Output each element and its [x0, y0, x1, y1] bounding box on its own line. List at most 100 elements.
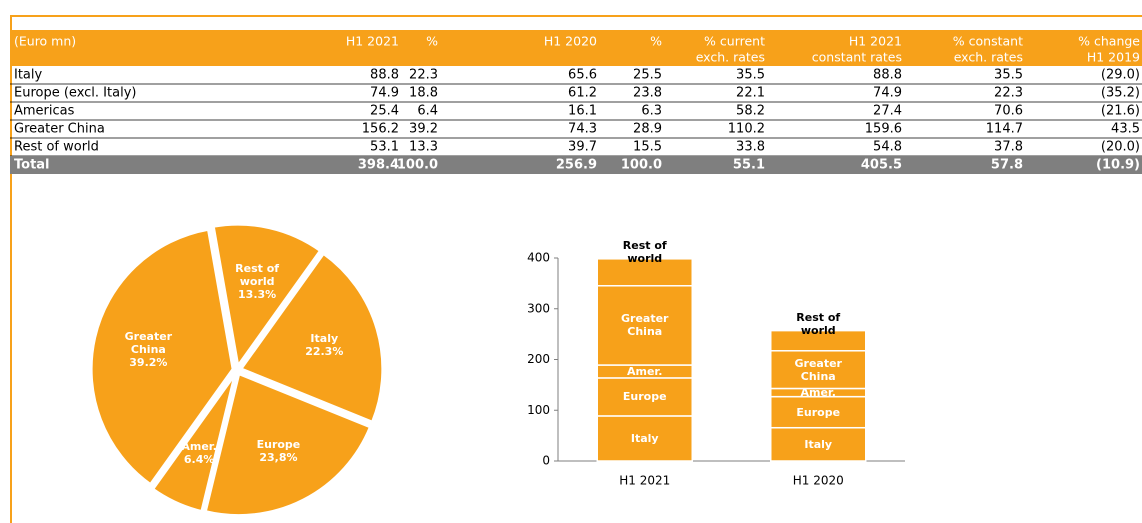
y-tick-label: 0: [542, 454, 550, 468]
table-cell: 88.8: [370, 68, 399, 83]
segment-label: Rest of world: [605, 237, 685, 267]
table-cell: 156.2: [362, 122, 399, 137]
header-cell: H1 2021: [346, 34, 399, 49]
pie-label-text: Greater China: [124, 330, 173, 357]
table-cell: Americas: [14, 104, 75, 119]
segment-label-text: Italy: [630, 431, 659, 445]
table-cell: Italy: [14, 68, 43, 83]
pie-label-text: 13.3%: [238, 287, 277, 301]
segment-label-text: Europe: [622, 390, 667, 404]
total-cell: 100.0: [621, 158, 662, 173]
table-cell: Greater China: [14, 122, 105, 137]
pie-label-text: 6.4%: [183, 452, 215, 466]
table-cell: 39.2: [409, 122, 438, 137]
segment-label-text: Italy: [804, 437, 833, 451]
table-cell: 74.3: [568, 122, 597, 137]
total-cell: 57.8: [991, 158, 1023, 173]
y-tick-label: 400: [527, 251, 550, 265]
segment-label-box: Europe: [605, 383, 685, 411]
pie-label-box: Italy 22.3%: [284, 319, 364, 371]
pie-slice: [211, 222, 323, 370]
table-cell: 37.8: [994, 140, 1023, 155]
total-cell: 405.5: [861, 158, 902, 173]
table-cell: Europe (excl. Italy): [14, 86, 136, 101]
pie-label-text: Italy: [310, 331, 339, 345]
pie-label-box: Amer. 6.4%: [159, 427, 239, 479]
pie-slice: [150, 372, 237, 514]
segment-label-text: Rest of world: [796, 310, 841, 337]
segment-label: Europe: [605, 383, 685, 411]
total-cell: 256.9: [556, 158, 597, 173]
segment-label-text: Europe: [796, 405, 841, 419]
pie-label-text: Amer.: [181, 439, 217, 453]
segment-label: Amer.: [778, 379, 858, 407]
header-cell: %: [426, 34, 438, 49]
table-header-bg: [10, 30, 1142, 66]
y-tick-label: 100: [527, 403, 550, 417]
pie-slice: [89, 227, 235, 487]
y-tick-label: 300: [527, 301, 550, 315]
segment-label: Rest of world: [778, 309, 858, 339]
table-cell: 159.6: [865, 122, 902, 137]
segment-label: Italy: [605, 424, 685, 452]
segment-label-box: Europe: [778, 398, 858, 426]
table-cell: 33.8: [736, 140, 765, 155]
table-cell: 13.3: [409, 140, 438, 155]
header-cell: % change: [1078, 34, 1140, 49]
segment-label-box: Italy: [778, 430, 858, 458]
segment-label-text: Greater China: [621, 312, 669, 339]
segment-label-text: Greater China: [794, 356, 842, 383]
total-cell: (10.9): [1096, 158, 1140, 173]
bar-segment: [596, 258, 693, 287]
pie-label-box: Greater China 39.2%: [108, 324, 188, 376]
header-cell: exch. rates: [954, 50, 1023, 65]
header-cell: exch. rates: [696, 50, 765, 65]
total-row-bg: [10, 156, 1142, 174]
segment-label-box: Italy: [605, 424, 685, 452]
table-cell: 88.8: [873, 68, 902, 83]
y-tick-label: 200: [527, 352, 550, 366]
table-cell: 53.1: [370, 140, 399, 155]
segment-label: Greater China: [621, 312, 669, 339]
pie-slice: [203, 371, 373, 517]
bar-segment: [596, 377, 693, 417]
table-cell: 23.8: [633, 86, 662, 101]
bar-segment: [770, 395, 867, 429]
segment-label-box: Amer.: [778, 379, 858, 407]
table-cell: 6.4: [417, 104, 438, 119]
table-cell: 70.6: [994, 104, 1023, 119]
table-cell: (21.6): [1101, 104, 1140, 119]
table-cell: 39.7: [568, 140, 597, 155]
total-cell: Total: [14, 158, 50, 173]
table-cell: 22.1: [736, 86, 765, 101]
table-cell: 22.3: [409, 68, 438, 83]
segment-label-box: Rest of world: [778, 309, 858, 339]
header-cell: % current: [704, 34, 765, 49]
table-cell: 25.5: [633, 68, 662, 83]
table-cell: 74.9: [370, 86, 399, 101]
x-tick-label: H1 2020: [793, 474, 844, 488]
bar-segment: [770, 426, 867, 462]
table-cell: (29.0): [1101, 68, 1140, 83]
table-cell: 43.5: [1111, 122, 1140, 137]
pie-slice: [238, 251, 385, 425]
total-cell: 100.0: [397, 158, 438, 173]
header-cell: (Euro mn): [14, 34, 76, 49]
segment-label-box: Amer.: [605, 357, 685, 385]
segment-label-text: Amer.: [800, 386, 836, 400]
segment-label: Europe: [778, 398, 858, 426]
pie-label-text: Europe: [256, 437, 301, 451]
table-cell: 16.1: [568, 104, 597, 119]
table-cell: Rest of world: [14, 140, 99, 155]
header-cell: H1 2021: [849, 34, 902, 49]
pie-label-box: Europe 23,8%: [238, 425, 318, 477]
segment-label-box: Greater China: [778, 356, 858, 384]
table-cell: 54.8: [873, 140, 902, 155]
segment-label-box: Rest of world: [605, 237, 685, 267]
bar-segment: [770, 350, 867, 390]
table-cell: 35.5: [994, 68, 1023, 83]
pie-label-text: Rest of world: [235, 261, 280, 288]
